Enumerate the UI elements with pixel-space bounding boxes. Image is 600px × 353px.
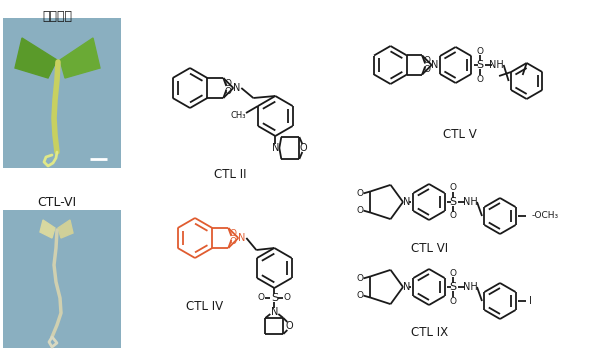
Text: N: N [233,83,240,93]
Text: O: O [230,229,237,239]
Text: CTL-VI: CTL-VI [37,196,77,209]
Text: S: S [449,197,457,207]
Text: O: O [299,143,307,153]
Text: O: O [357,291,364,300]
Text: CTL IX: CTL IX [412,326,449,339]
Text: N: N [272,143,279,153]
Bar [3,18,121,168]
Text: O: O [449,269,457,277]
Text: I: I [529,296,532,306]
Text: N: N [271,307,278,317]
Text: O: O [230,238,237,246]
Polygon shape [40,220,55,238]
Polygon shape [58,220,73,238]
Text: CTL IV: CTL IV [187,300,224,313]
Text: CTL V: CTL V [443,128,477,141]
Text: N: N [403,197,410,207]
Text: O: O [449,184,457,192]
Text: O: O [476,74,483,84]
Text: O: O [449,211,457,221]
Text: O: O [284,293,291,303]
Text: NH: NH [463,282,478,292]
Text: O: O [357,206,364,215]
Text: O: O [357,274,364,283]
Text: CH₃: CH₃ [230,112,246,120]
Text: S: S [271,293,278,303]
Text: NH: NH [489,60,504,70]
Text: O: O [225,88,232,96]
Text: O: O [258,293,265,303]
Text: O: O [424,56,431,65]
Text: 最少培地: 最少培地 [42,10,72,23]
Text: N: N [403,282,410,292]
Text: S: S [449,282,457,292]
Text: NH: NH [463,197,478,207]
Text: O: O [424,65,431,74]
Text: O: O [286,321,293,331]
Text: CTL II: CTL II [214,168,246,181]
Text: N: N [238,233,245,243]
Polygon shape [60,38,100,78]
Text: N: N [431,60,439,70]
Text: O: O [357,189,364,198]
Text: S: S [476,60,483,70]
Text: O: O [476,47,483,55]
Polygon shape [15,38,57,78]
Text: O: O [225,79,232,89]
Bar [3,210,121,348]
Text: O: O [449,297,457,305]
Text: -OCH₃: -OCH₃ [532,211,559,221]
Text: CTL VI: CTL VI [412,242,449,255]
